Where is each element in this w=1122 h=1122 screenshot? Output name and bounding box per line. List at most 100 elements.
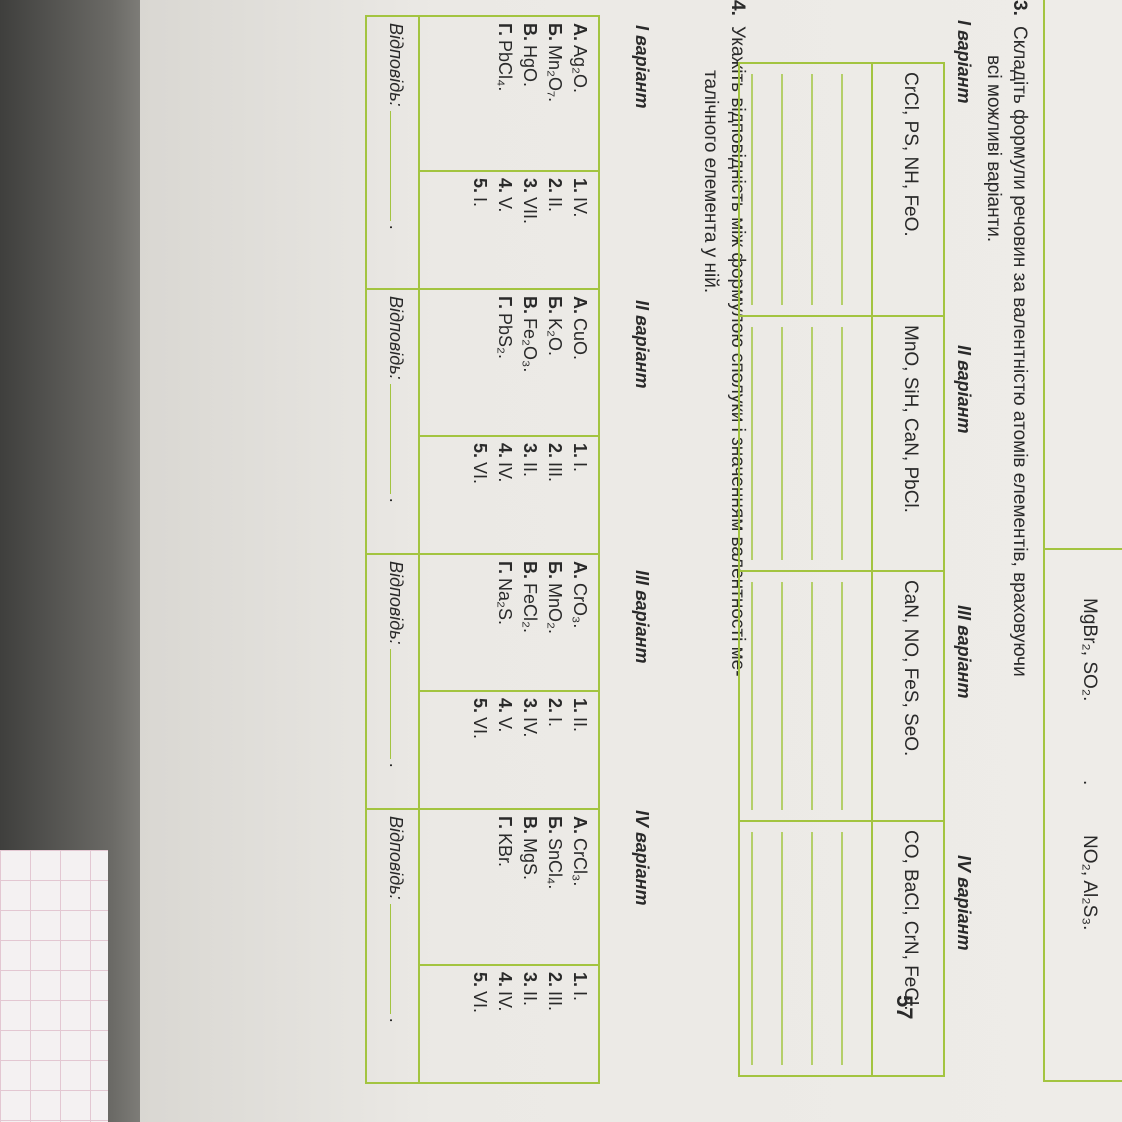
answer-input[interactable]	[390, 648, 391, 759]
answer-period: .	[386, 762, 406, 768]
task4-variant-cell: А.CrO₃. Б.MnO₂. В.FeCl₂. Г.Na₂S. 1.II. 2.I. 3.…	[365, 553, 600, 810]
task3-number: 3.	[1009, 0, 1030, 16]
answer-input[interactable]	[390, 110, 391, 221]
formula-list: А. CrCl₃. Б. SnCl₄. В. MgS. Г. KBr.	[492, 816, 592, 889]
valence-item: 5. VI.	[467, 698, 492, 739]
task3-answer-line[interactable]	[781, 832, 783, 1065]
task3-answer-line[interactable]	[751, 582, 753, 810]
task3-answer-line[interactable]	[751, 832, 753, 1065]
valence-value: VI.	[470, 462, 490, 485]
task4-variant-label: II варіант	[632, 300, 652, 389]
valence-item: 3. IV.	[517, 698, 542, 739]
task3-answer-line[interactable]	[841, 327, 843, 560]
formula-list: А. CuO. Б. K₂O. В. Fe₂O₃. Г. PbS₂.	[492, 296, 592, 372]
prev-separator: .	[1079, 780, 1100, 786]
valence-number: 2.	[545, 698, 565, 714]
valence-item: 4. V.	[492, 178, 517, 224]
formula-text: SnCl₄.	[545, 837, 565, 890]
valence-value: IV.	[520, 717, 540, 738]
task3-answer-line[interactable]	[751, 74, 753, 305]
answer-input[interactable]	[390, 903, 391, 1014]
answer-label: Відповідь:	[386, 23, 406, 107]
formula-letter: Г.	[495, 816, 515, 829]
formula-text: HgO.	[520, 45, 540, 88]
valence-number: 4.	[495, 972, 515, 988]
prev-table-divider	[1045, 548, 1122, 550]
valence-item: 2. III.	[542, 972, 567, 1013]
task3-answer-line[interactable]	[811, 582, 813, 810]
task3-answer-line[interactable]	[781, 582, 783, 810]
formula-text: KBr.	[495, 832, 515, 867]
task3-answer-line[interactable]	[781, 74, 783, 305]
prev-table-border	[1043, 0, 1045, 1080]
valence-value: V.	[495, 197, 515, 213]
task3-variant-cell: CO, BaCl, CrN, FeCl.	[738, 820, 945, 1077]
valence-number: 3.	[520, 178, 540, 194]
task3-elements: CO, BaCl, CrN, FeCl.	[900, 830, 921, 1011]
formula-letter: А.	[570, 816, 590, 834]
formula-text: PbCl₄.	[495, 39, 515, 92]
formula-item: В. Fe₂O₃.	[517, 296, 542, 372]
valence-item: 3. II.	[517, 972, 542, 1013]
task3-answer-line[interactable]	[841, 832, 843, 1065]
valence-number: 5.	[470, 178, 490, 194]
prev-table-divider	[1043, 1080, 1122, 1082]
formula-item: В. HgO.	[517, 23, 542, 102]
formula-list: А. CrO₃. Б. MnO₂. В. FeCl₂. Г. Na₂S.	[492, 561, 592, 634]
formula-text: MnO₂.	[545, 582, 565, 634]
formula-text: PbS₂.	[495, 312, 515, 359]
formula-letter: Б.	[545, 816, 565, 834]
valence-number: 2.	[545, 972, 565, 988]
valence-item: 1. I.	[567, 443, 592, 484]
formula-item: А. CuO.	[567, 296, 592, 372]
formula-letter: В.	[520, 296, 540, 314]
task3-answer-line[interactable]	[841, 582, 843, 810]
valence-item: 1. I.	[567, 972, 592, 1013]
formula-text: Mn₂O₇.	[545, 44, 565, 103]
formula-letter: В.	[520, 561, 540, 579]
task3-elements: MnO, SiH, CaN, PbCl.	[900, 325, 921, 513]
task3-answer-line[interactable]	[841, 74, 843, 305]
answer-row: Відповідь:.	[385, 816, 406, 1023]
formula-item: В. FeCl₂.	[517, 561, 542, 634]
valence-item: 4. IV.	[492, 972, 517, 1013]
formula-letter: Б.	[545, 23, 565, 41]
task4-variant-label: I варіант	[632, 25, 652, 109]
formula-text: MgS.	[520, 838, 540, 881]
answer-row-divider	[418, 17, 420, 288]
answer-row-divider	[418, 290, 420, 553]
task3-row-divider	[871, 572, 873, 820]
task3-variant-cell: MnO, SiH, CaN, PbCl.	[738, 315, 945, 572]
valence-item: 5. VI.	[467, 443, 492, 484]
formula-letter: А.	[570, 561, 590, 579]
valence-list: 1. II. 2. I. 3. IV. 4. V. 5. VI.	[467, 698, 592, 739]
answer-row-divider	[418, 810, 420, 1082]
task3-variant-label: III варіант	[954, 605, 974, 699]
formula-letter: А.	[570, 296, 590, 314]
valence-value: V.	[495, 717, 515, 733]
valence-value: II.	[545, 197, 565, 213]
task3-answer-line[interactable]	[811, 74, 813, 305]
valence-number: 3.	[520, 972, 540, 988]
formula-item: А. CrCl₃.	[567, 816, 592, 889]
valence-item: 1. II.	[567, 698, 592, 739]
valence-number: 2.	[545, 178, 565, 194]
valence-number: 1.	[570, 698, 590, 714]
formula-item: Г. Na₂S.	[492, 561, 517, 634]
answer-input[interactable]	[390, 383, 391, 494]
task3-answer-line[interactable]	[811, 832, 813, 1065]
valence-number: 4.	[495, 178, 515, 194]
task3-answer-line[interactable]	[781, 327, 783, 560]
prev-answer: NO₂, Al₂S₃.	[1079, 835, 1100, 931]
task3-answer-line[interactable]	[811, 327, 813, 560]
valence-number: 3.	[520, 443, 540, 459]
task4-variant-cell: А.CrCl₃. Б.SnCl₄. В.MgS. Г.KBr. 1.I. 2.III. 3.…	[365, 808, 600, 1084]
formula-letter: Г.	[495, 296, 515, 309]
task3-answer-line[interactable]	[751, 327, 753, 560]
answer-label: Відповідь:	[386, 561, 406, 645]
column-divider	[420, 170, 598, 172]
valence-item: 3. VII.	[517, 178, 542, 224]
valence-item: 1. IV.	[567, 178, 592, 224]
valence-item: 4. V.	[492, 698, 517, 739]
task3-row-divider	[871, 64, 873, 315]
